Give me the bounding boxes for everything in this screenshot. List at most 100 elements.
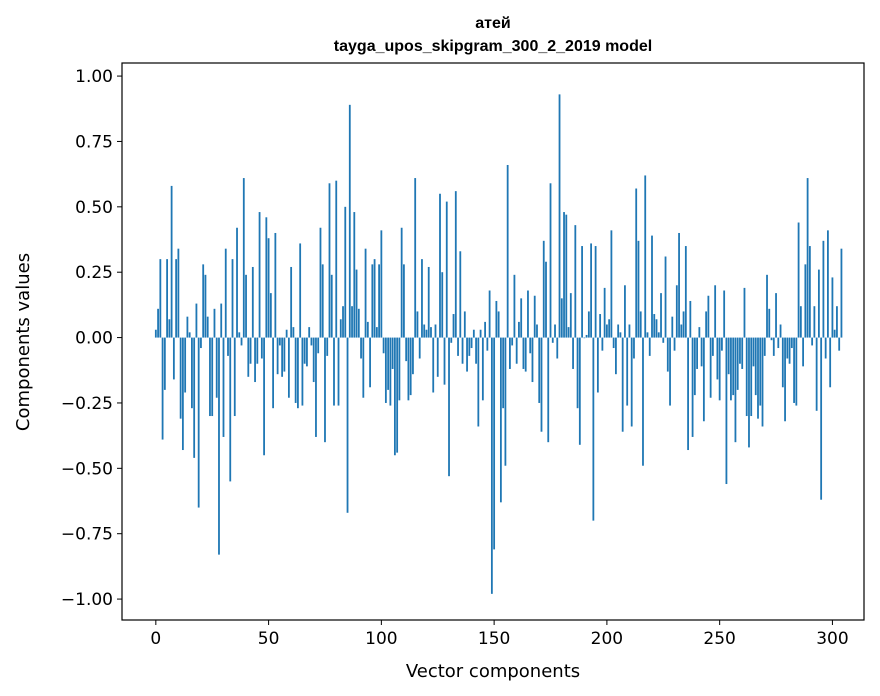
bar-209 [626,337,629,406]
bar-50 [267,238,270,338]
bar-152 [497,311,500,338]
bar-226 [664,256,667,338]
plot-frame [121,62,865,621]
bar-264 [750,337,753,417]
bar-249 [716,337,719,380]
bar-299 [829,337,832,388]
bar-99 [378,264,380,338]
bar-247 [711,337,714,356]
bar-266 [754,337,757,396]
bar-31 [224,248,227,338]
bar-121 [427,266,430,338]
bar-78 [330,274,333,338]
bar-208 [624,285,626,338]
bar-301 [833,329,836,338]
bar-195 [594,246,597,338]
bar-223 [657,332,660,338]
bar-211 [630,337,633,427]
bar-252 [723,290,726,338]
bar-130 [448,337,450,477]
bar-35 [233,337,236,417]
bar-280 [786,337,789,359]
bar-300 [831,277,834,338]
bar-165 [527,290,529,338]
bar-144 [479,329,482,338]
bar-12 [181,337,184,451]
bar-148 [488,290,491,338]
bar-261 [743,287,746,338]
bar-76 [326,337,329,356]
bar-86 [348,104,351,338]
bar-65 [301,337,304,406]
bar-188 [578,337,581,445]
bar-271 [766,274,768,338]
bar-290 [808,246,811,338]
bar-90 [357,308,360,338]
bar-173 [545,261,547,338]
bar-40 [245,274,247,338]
bar-244 [705,311,708,338]
bar-275 [775,293,777,338]
bar-233 [680,324,683,338]
bar-26 [213,308,216,338]
bar-142 [475,337,477,364]
bar-268 [759,337,762,406]
bar-302 [836,306,838,338]
bar-296 [822,240,825,338]
bar-69 [310,337,313,346]
bar-83 [342,306,344,338]
bar-112 [407,337,410,401]
bar-114 [412,337,414,375]
bar-122 [430,327,432,338]
bar-200 [605,324,608,338]
bar-154 [502,337,505,409]
bar-48 [263,337,265,456]
bar-254 [727,337,730,375]
bar-203 [612,337,615,349]
bar-138 [466,337,468,372]
bar-179 [558,94,561,338]
bar-194 [592,337,595,521]
y-axis-ticks: −1.00 −0.75 −0.50 −0.25 0.00 0.25 0.50 0.75 1.00 [61,67,122,610]
bar-129 [445,201,448,338]
chart-title: атей [475,15,510,32]
bar-168 [533,295,536,338]
bar-2 [159,259,162,338]
x-tick-label: 100 [365,629,397,649]
bar-292 [813,306,816,338]
bar-175 [549,183,552,338]
bar-32 [227,337,229,356]
bar-126 [439,193,441,338]
bar-93 [364,248,367,338]
bar-169 [536,324,538,338]
bar-295 [820,337,823,500]
bar-18 [195,303,198,338]
bar-150 [493,337,496,550]
bar-146 [484,321,486,338]
bar-66 [303,337,306,364]
bar-240 [696,337,698,369]
bar-52 [272,337,274,409]
bar-222 [655,319,658,338]
bar-276 [777,337,780,349]
bar-89 [355,269,358,338]
bar-108 [398,337,401,401]
bar-7 [170,185,173,338]
bar-92 [362,337,365,398]
bar-63 [297,337,299,409]
bar-230 [673,337,676,351]
bar-170 [538,337,541,403]
bar-85 [346,337,349,513]
bar-6 [168,319,171,338]
bar-153 [499,337,502,503]
bar-172 [542,240,545,338]
bar-51 [269,293,272,338]
bar-54 [276,337,279,375]
bar-259 [739,337,741,364]
y-tick-label: −0.25 [61,394,113,414]
bar-224 [660,293,662,338]
bar-236 [687,337,689,451]
bar-68 [308,327,311,338]
bar-100 [380,230,383,338]
bar-285 [797,222,800,338]
